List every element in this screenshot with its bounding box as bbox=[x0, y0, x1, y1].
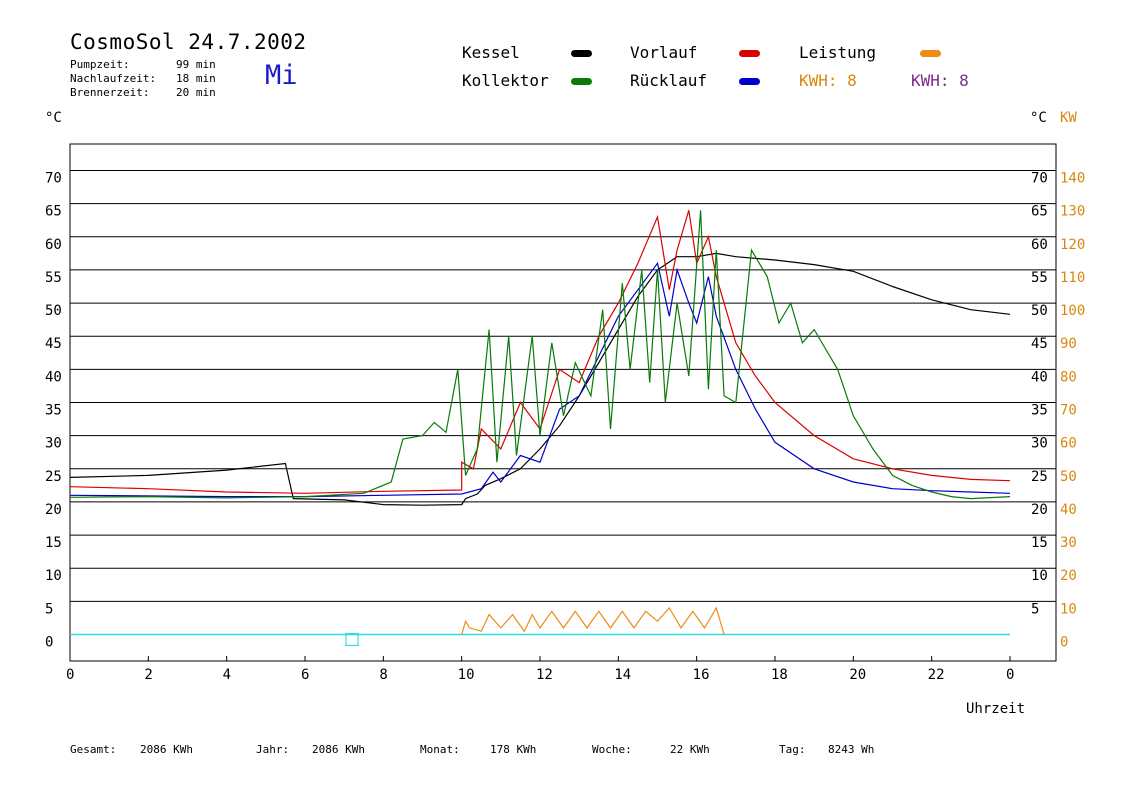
y-tick-label-right: 40 bbox=[1031, 369, 1048, 385]
y-tick-label-right: 50 bbox=[1031, 303, 1048, 319]
legend-ruecklauf-swatch bbox=[739, 78, 760, 85]
y-tick-label-right: 60 bbox=[1031, 237, 1048, 253]
x-tick-label: 12 bbox=[536, 667, 553, 683]
legend-kwh-purple: KWH: 8 bbox=[911, 71, 969, 90]
legend-leistung-label: Leistung bbox=[799, 43, 877, 62]
stat-value-pumpzeit: 99 min bbox=[176, 58, 216, 71]
x-tick-label: 6 bbox=[301, 667, 309, 683]
chart-title: CosmoSol 24.7.2002 bbox=[70, 30, 307, 54]
x-tick-label: 20 bbox=[849, 667, 866, 683]
stat-value-nachlaufzeit: 18 min bbox=[176, 72, 216, 85]
kw-tick-label: 130 bbox=[1060, 204, 1085, 220]
kw-tick-label: 20 bbox=[1060, 568, 1077, 584]
series-kollektor bbox=[69, 210, 1011, 500]
y-tick-label-left: 60 bbox=[45, 237, 62, 253]
legend-vorlauf-swatch bbox=[739, 50, 760, 57]
kw-tick-label: 90 bbox=[1060, 336, 1077, 352]
x-tick-label: 8 bbox=[379, 667, 387, 683]
y-tick-label-left: 70 bbox=[45, 171, 62, 187]
legend-kessel-swatch bbox=[571, 50, 592, 57]
kw-axis-unit: KW bbox=[1060, 110, 1077, 126]
y-tick-label-right: 10 bbox=[1031, 568, 1048, 584]
right-axis-unit: °C bbox=[1030, 110, 1047, 126]
legend-ruecklauf-label: Rücklauf bbox=[630, 71, 708, 90]
y-tick-label-right: 35 bbox=[1031, 403, 1048, 419]
y-tick-label-left: 45 bbox=[45, 336, 62, 352]
kw-tick-label: 100 bbox=[1060, 303, 1085, 319]
y-tick-label-left: 5 bbox=[45, 601, 53, 617]
x-tick-label: 18 bbox=[771, 667, 788, 683]
kw-tick-label: 40 bbox=[1060, 502, 1077, 518]
series-leistung bbox=[461, 606, 725, 635]
y-tick-label-left: 10 bbox=[45, 568, 62, 584]
kw-tick-label: 60 bbox=[1060, 436, 1077, 452]
x-tick-label: 14 bbox=[614, 667, 631, 683]
series-vorlauf bbox=[69, 210, 1011, 494]
kw-tick-label: 30 bbox=[1060, 535, 1077, 551]
footer-tag-value: 8243 Wh bbox=[828, 743, 875, 756]
y-tick-label-right: 15 bbox=[1031, 535, 1048, 551]
x-tick-label: 10 bbox=[458, 667, 475, 683]
stat-label-nachlaufzeit: Nachlaufzeit: bbox=[70, 72, 157, 85]
stat-label-pumpzeit: Pumpzeit: bbox=[70, 58, 130, 71]
footer-jahr-value: 2086 KWh bbox=[312, 743, 365, 756]
footer-tag-label: Tag: bbox=[779, 743, 806, 756]
y-tick-label-left: 30 bbox=[45, 436, 62, 452]
legend-leistung-swatch bbox=[920, 50, 941, 57]
series-kessel bbox=[69, 252, 1011, 506]
x-axis-label: Uhrzeit bbox=[966, 701, 1026, 717]
footer-woche-value: 22 KWh bbox=[670, 743, 710, 756]
kw-tick-label: 10 bbox=[1060, 601, 1077, 617]
y-tick-label-right: 45 bbox=[1031, 336, 1048, 352]
footer-gesamt-value: 2086 KWh bbox=[140, 743, 193, 756]
x-tick-label: 0 bbox=[66, 667, 74, 683]
kw-tick-label: 50 bbox=[1060, 469, 1077, 485]
x-tick-label: 0 bbox=[1006, 667, 1014, 683]
legend-kessel-label: Kessel bbox=[462, 43, 520, 62]
y-tick-label-right: 65 bbox=[1031, 204, 1048, 220]
legend-kollektor-label: Kollektor bbox=[462, 71, 549, 90]
y-tick-label-left: 15 bbox=[45, 535, 62, 551]
legend-vorlauf-label: Vorlauf bbox=[630, 43, 698, 62]
y-tick-label-left: 50 bbox=[45, 303, 62, 319]
y-tick-label-right: 70 bbox=[1031, 171, 1048, 187]
y-tick-label-left: 0 bbox=[45, 634, 53, 650]
kw-tick-label: 70 bbox=[1060, 403, 1077, 419]
y-tick-label-left: 35 bbox=[45, 403, 62, 419]
left-axis-unit: °C bbox=[45, 110, 62, 126]
x-tick-label: 2 bbox=[144, 667, 152, 683]
kw-tick-label: 120 bbox=[1060, 237, 1085, 253]
kw-tick-label: 80 bbox=[1060, 369, 1077, 385]
y-tick-label-left: 65 bbox=[45, 204, 62, 220]
y-tick-label-right: 55 bbox=[1031, 270, 1048, 286]
y-tick-label-left: 20 bbox=[45, 502, 62, 518]
stat-value-brennerzeit: 20 min bbox=[176, 86, 216, 99]
footer-jahr-label: Jahr: bbox=[256, 743, 290, 756]
y-tick-label-left: 40 bbox=[45, 369, 62, 385]
footer-woche-label: Woche: bbox=[592, 743, 632, 756]
y-tick-label-right: 5 bbox=[1031, 601, 1039, 617]
x-tick-label: 4 bbox=[223, 667, 231, 683]
zero-marker bbox=[345, 632, 359, 647]
weekday-label: Mi bbox=[265, 60, 298, 91]
footer-gesamt-label: Gesamt: bbox=[70, 743, 117, 756]
kw-tick-label: 140 bbox=[1060, 171, 1085, 187]
footer-monat-value: 178 KWh bbox=[490, 743, 537, 756]
x-tick-label: 16 bbox=[693, 667, 710, 683]
y-tick-label-right: 20 bbox=[1031, 502, 1048, 518]
legend-kwh-orange: KWH: 8 bbox=[799, 71, 857, 90]
kw-tick-label: 110 bbox=[1060, 270, 1085, 286]
x-tick-label: 22 bbox=[928, 667, 945, 683]
legend-kollektor-swatch bbox=[571, 78, 592, 85]
y-tick-label-right: 30 bbox=[1031, 436, 1048, 452]
y-tick-label-left: 25 bbox=[45, 469, 62, 485]
y-tick-label-left: 55 bbox=[45, 270, 62, 286]
y-tick-label-right: 25 bbox=[1031, 469, 1048, 485]
footer-monat-label: Monat: bbox=[420, 743, 460, 756]
kw-tick-label: 0 bbox=[1060, 634, 1068, 650]
series-rcklauf bbox=[69, 261, 1011, 498]
stat-label-brennerzeit: Brennerzeit: bbox=[70, 86, 150, 99]
